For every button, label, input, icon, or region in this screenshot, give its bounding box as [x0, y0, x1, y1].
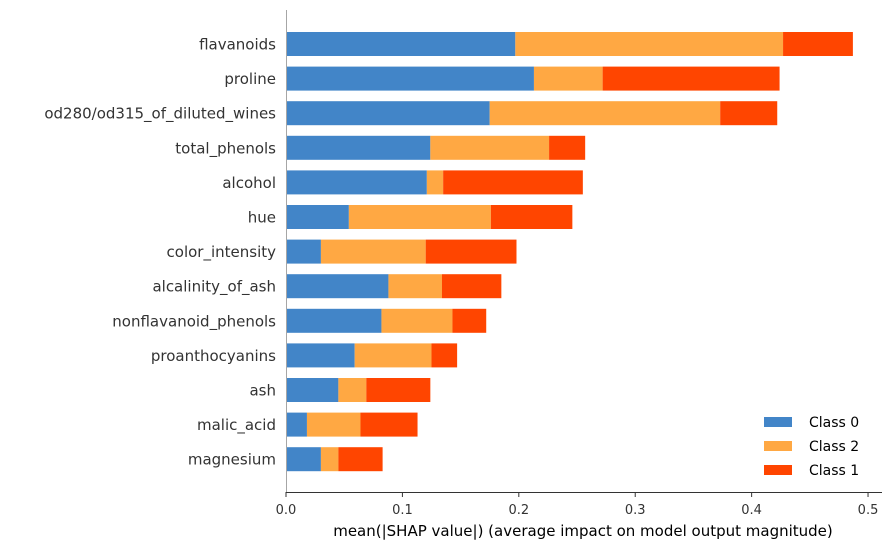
x-tick-label: 0.5 — [858, 503, 879, 518]
bar-alcohol-class-1 — [443, 170, 583, 195]
bars-group — [286, 32, 853, 472]
bar-flavanoids-class-1 — [783, 32, 853, 56]
y-tick-label-nonflavanoid-phenols: nonflavanoid_phenols — [112, 312, 276, 331]
bar-proanthocyanins-class-1 — [431, 343, 458, 368]
bar-proline-class-1 — [602, 66, 780, 91]
y-tick-label-proanthocyanins: proanthocyanins — [151, 347, 276, 365]
y-tick-label-hue: hue — [248, 209, 276, 227]
bar-total-phenols-class-0 — [286, 135, 431, 160]
y-tick-label-ash: ash — [249, 382, 276, 400]
bar-proanthocyanins-class-0 — [286, 343, 355, 368]
y-tick-labels: flavanoids proline od280/od315_of_diluted_… — [44, 36, 276, 469]
legend-label-class-1: Class 1 — [809, 463, 859, 479]
legend-swatch-class-0 — [764, 417, 792, 427]
bar-color-intensity-class-1 — [425, 239, 517, 264]
bar-od280-od315-of-diluted-wines-class-1 — [720, 101, 778, 126]
y-tick-label-proline: proline — [224, 70, 276, 88]
y-tick-label-color-intensity: color_intensity — [167, 243, 277, 262]
x-tick-label: 0.2 — [508, 503, 529, 518]
bar-nonflavanoid-phenols-class-1 — [452, 308, 487, 333]
bar-proline-class-0 — [286, 66, 534, 91]
legend-label-class-2: Class 2 — [809, 439, 859, 455]
legend-swatch-class-2 — [764, 441, 792, 451]
bar-color-intensity-class-0 — [286, 239, 321, 264]
bar-alcohol-class-2 — [426, 170, 444, 195]
y-tick-label-flavanoids: flavanoids — [199, 36, 276, 54]
bar-od280-od315-of-diluted-wines-class-2 — [489, 101, 721, 126]
legend: Class 0 Class 2 Class 1 — [764, 415, 859, 479]
bar-malic-acid-class-1 — [360, 412, 418, 437]
bar-total-phenols-class-2 — [430, 135, 550, 160]
bar-ash-class-2 — [338, 378, 367, 402]
bar-alcalinity-of-ash-class-0 — [286, 274, 389, 299]
bar-flavanoids-class-2 — [515, 32, 784, 56]
legend-label-class-0: Class 0 — [809, 415, 859, 431]
bar-nonflavanoid-phenols-class-0 — [286, 308, 382, 333]
bar-proanthocyanins-class-2 — [354, 343, 432, 368]
x-tick-label: 0.1 — [392, 503, 413, 518]
bar-flavanoids-class-0 — [286, 32, 516, 56]
x-ticks: 0.0 0.1 0.2 0.3 0.4 0.5 — [276, 492, 879, 518]
y-tick-label-magnesium: magnesium — [188, 451, 276, 469]
bar-hue-class-0 — [286, 205, 349, 229]
y-tick-label-malic-acid: malic_acid — [197, 416, 276, 435]
bar-od280-od315-of-diluted-wines-class-0 — [286, 101, 490, 126]
bar-alcalinity-of-ash-class-1 — [441, 274, 502, 299]
legend-swatch-class-1 — [764, 465, 792, 475]
y-tick-label-od280-od315-of-diluted-wines: od280/od315_of_diluted_wines — [44, 105, 276, 124]
bar-color-intensity-class-2 — [320, 239, 426, 264]
x-axis-label: mean(|SHAP value|) (average impact on mo… — [333, 522, 833, 540]
bar-nonflavanoid-phenols-class-2 — [381, 308, 453, 333]
bar-magnesium-class-2 — [320, 447, 339, 472]
bar-malic-acid-class-0 — [286, 412, 307, 437]
bar-magnesium-class-1 — [338, 447, 383, 472]
y-tick-label-alcalinity-of-ash: alcalinity_of_ash — [152, 278, 276, 297]
bar-malic-acid-class-2 — [306, 412, 361, 437]
y-tick-label-alcohol: alcohol — [222, 174, 276, 192]
bar-ash-class-0 — [286, 378, 339, 402]
x-tick-label: 0.0 — [276, 503, 297, 518]
bar-magnesium-class-0 — [286, 447, 321, 472]
bar-proline-class-2 — [533, 66, 603, 91]
bar-ash-class-1 — [366, 378, 431, 402]
bar-hue-class-1 — [490, 205, 573, 229]
x-tick-label: 0.3 — [625, 503, 646, 518]
bar-hue-class-2 — [348, 205, 491, 229]
bar-alcohol-class-0 — [286, 170, 427, 195]
y-tick-label-total-phenols: total_phenols — [175, 139, 276, 158]
x-tick-label: 0.4 — [741, 503, 762, 518]
bar-total-phenols-class-1 — [549, 135, 586, 160]
bar-alcalinity-of-ash-class-2 — [388, 274, 442, 299]
